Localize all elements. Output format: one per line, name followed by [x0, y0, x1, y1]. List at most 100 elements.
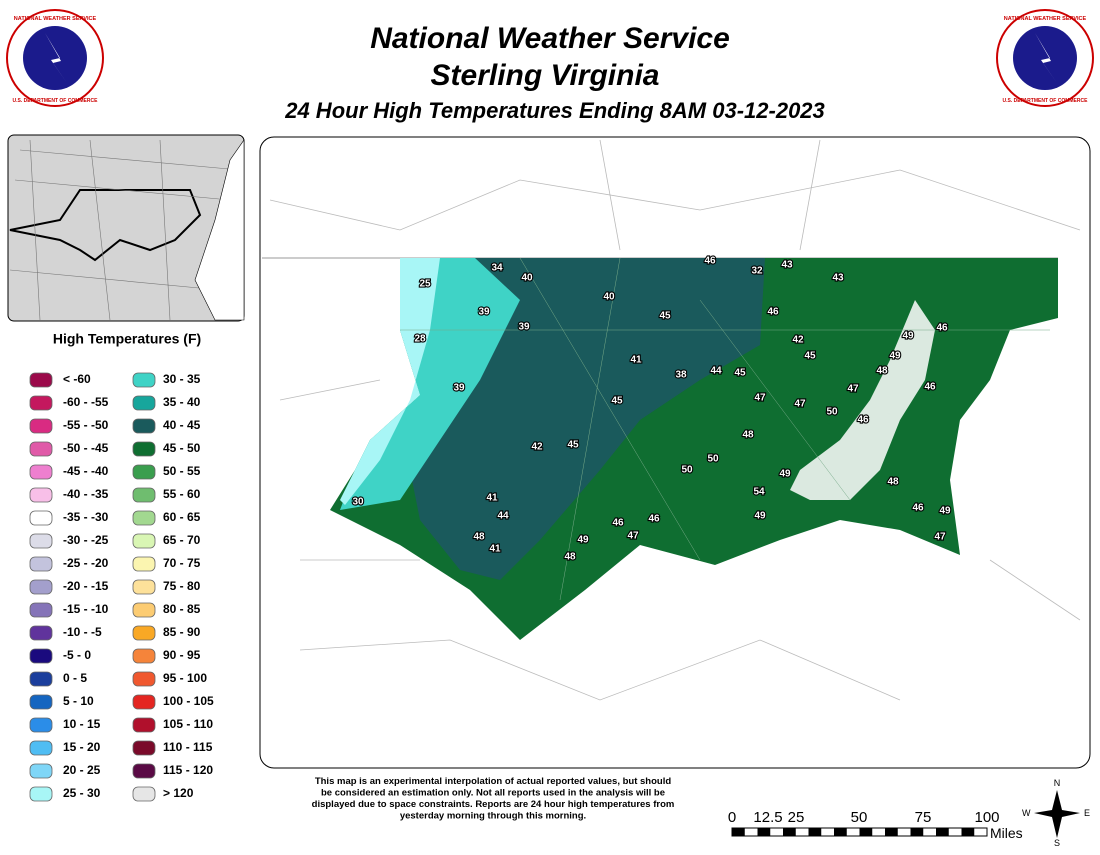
scale-label: 25 — [788, 809, 805, 826]
station-value: 47 — [794, 399, 806, 410]
legend-swatch — [132, 395, 156, 411]
logo-face — [1013, 26, 1077, 90]
legend-label: 35 - 40 — [163, 395, 201, 409]
legend-label: 75 - 80 — [163, 579, 201, 593]
scale-label: 12.5 — [753, 809, 782, 826]
station-value: 49 — [889, 351, 901, 362]
station-value: 46 — [912, 503, 924, 514]
scale-label: 50 — [851, 809, 868, 826]
disclaimer-line: yesterday morning through this morning. — [400, 811, 586, 822]
station-value: 49 — [754, 511, 766, 522]
legend-label: 20 - 25 — [63, 763, 101, 777]
legend-label: -15 - -10 — [63, 602, 109, 616]
station-value: 32 — [751, 266, 763, 277]
station-value: 41 — [486, 493, 498, 504]
station-value: 46 — [704, 256, 716, 267]
legend-swatch — [132, 648, 156, 664]
legend-label: 70 - 75 — [163, 556, 201, 570]
station-value: 42 — [792, 335, 804, 346]
station-value: 30 — [352, 497, 364, 508]
product-title: 24 Hour High Temperatures Ending 8AM 03-… — [284, 98, 825, 123]
station-value: 47 — [627, 531, 639, 542]
scale-bar-segment — [783, 828, 796, 836]
station-value: 50 — [707, 454, 719, 465]
legend-label: 0 - 5 — [63, 671, 87, 685]
scale-bar-segment — [732, 828, 745, 836]
scale-bar-segment — [885, 828, 898, 836]
station-value: 45 — [734, 368, 746, 379]
disclaimer-line: displayed due to space constraints. Repo… — [312, 799, 675, 810]
legend-label: -5 - 0 — [63, 648, 91, 662]
station-value: 41 — [489, 544, 501, 555]
legend-swatch — [132, 625, 156, 641]
header: National Weather Service Sterling Virgin… — [284, 22, 825, 123]
legend-label: 40 - 45 — [163, 418, 201, 432]
legend-label: 45 - 50 — [163, 441, 201, 455]
legend-label: 95 - 100 — [163, 671, 207, 685]
compass-s: S — [1054, 838, 1060, 848]
legend-swatch — [132, 717, 156, 733]
station-value: 25 — [419, 279, 431, 290]
scale-bar-segment — [936, 828, 949, 836]
logo-text: NATIONAL WEATHER SERVICE — [1004, 16, 1087, 22]
legend-label: 100 - 105 — [163, 694, 214, 708]
station-value: 47 — [934, 532, 946, 543]
scale-bar-segment — [757, 828, 771, 836]
legend-label: -20 - -15 — [63, 579, 109, 593]
scale-bar-segment — [961, 828, 975, 836]
legend-title: High Temperatures (F) — [53, 331, 201, 347]
legend-swatch — [132, 372, 156, 388]
station-value: 39 — [478, 307, 490, 318]
compass: N E S W — [1022, 778, 1090, 848]
scale-bar-segment — [808, 828, 822, 836]
legend-label: -35 - -30 — [63, 510, 109, 524]
legend-swatch — [29, 786, 53, 802]
legend-swatch — [29, 556, 53, 572]
legend-label: 15 - 20 — [63, 740, 101, 754]
station-value: 45 — [611, 396, 623, 407]
scale-label: 0 — [728, 809, 736, 826]
legend-swatch — [29, 740, 53, 756]
station-value: 45 — [567, 440, 579, 451]
legend-swatch — [132, 418, 156, 434]
station-value: 43 — [781, 260, 793, 271]
legend-label: 5 - 10 — [63, 694, 94, 708]
legend-label: -55 - -50 — [63, 418, 109, 432]
logos: NATIONAL WEATHER SERVICE U.S. DEPARTMENT … — [6, 9, 1094, 107]
legend-swatch — [132, 694, 156, 710]
scale-label: 100 — [974, 809, 999, 826]
legend-swatch — [29, 602, 53, 618]
legend-swatch — [29, 372, 53, 388]
logo-text: U.S. DEPARTMENT OF COMMERCE — [1003, 98, 1089, 104]
title: National Weather Service — [370, 22, 730, 55]
station-value: 44 — [497, 511, 509, 522]
station-value: 46 — [857, 415, 869, 426]
legend-swatch — [132, 671, 156, 687]
station-value: 48 — [473, 532, 485, 543]
legend-swatch — [29, 510, 53, 526]
station-value: 48 — [887, 477, 899, 488]
legend-label: 50 - 55 — [163, 464, 201, 478]
legend-swatch — [132, 579, 156, 595]
station-value: 54 — [753, 487, 765, 498]
inset-map — [7, 134, 245, 322]
station-value: 49 — [577, 535, 589, 546]
legend-label: 60 - 65 — [163, 510, 201, 524]
scale-label: 75 — [915, 809, 932, 826]
legend-swatch — [132, 441, 156, 457]
station-value: 49 — [902, 331, 914, 342]
station-value: 28 — [414, 334, 426, 345]
legend-label: 110 - 115 — [163, 740, 213, 754]
station-value: 40 — [521, 273, 533, 284]
station-value: 43 — [832, 273, 844, 284]
station-value: 40 — [603, 292, 615, 303]
station-value: 45 — [659, 311, 671, 322]
legend-label: -60 - -55 — [63, 395, 109, 409]
logo-text: NATIONAL WEATHER SERVICE — [14, 16, 97, 22]
legend-label: 105 - 110 — [163, 717, 213, 731]
compass-n: N — [1054, 778, 1061, 788]
legend-swatch — [132, 510, 156, 526]
scale-bar-segment — [910, 828, 924, 836]
